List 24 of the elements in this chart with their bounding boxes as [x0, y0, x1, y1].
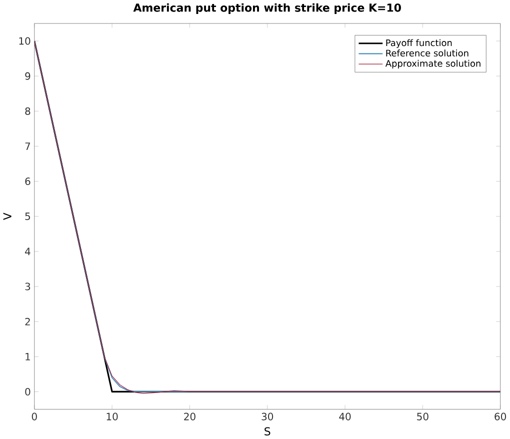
y-tick-label: 8 [25, 107, 30, 116]
y-axis-title: V [3, 212, 12, 220]
x-tick-label: 10 [106, 412, 118, 420]
x-tick-label: 0 [32, 412, 37, 420]
y-tick-label: 9 [25, 72, 30, 80]
y-tick-label: 6 [25, 178, 30, 186]
x-axis-title: S [264, 427, 270, 436]
y-tick-label: 0 [25, 388, 30, 396]
x-tick-label: 20 [184, 412, 196, 420]
y-tick-label: 5 [25, 212, 30, 220]
x-tick-label: 40 [339, 412, 351, 420]
chart-title: American put option with strike price K=10 [133, 3, 401, 14]
legend-label: Reference solution [386, 50, 468, 57]
y-tick-label: 4 [25, 248, 30, 256]
x-tick-label: 30 [262, 412, 274, 420]
y-tick-label: 7 [25, 142, 30, 150]
x-tick-label: 50 [417, 412, 428, 420]
y-tick-label: 3 [25, 282, 30, 290]
y-tick-label: 2 [25, 318, 30, 326]
legend-label: Approximate solution [385, 60, 480, 69]
y-tick-label: 1 [26, 353, 30, 360]
y-tick-label: 10 [19, 37, 30, 45]
legend-label: Payoff function [386, 39, 452, 48]
x-tick-label: 60 [494, 412, 506, 420]
